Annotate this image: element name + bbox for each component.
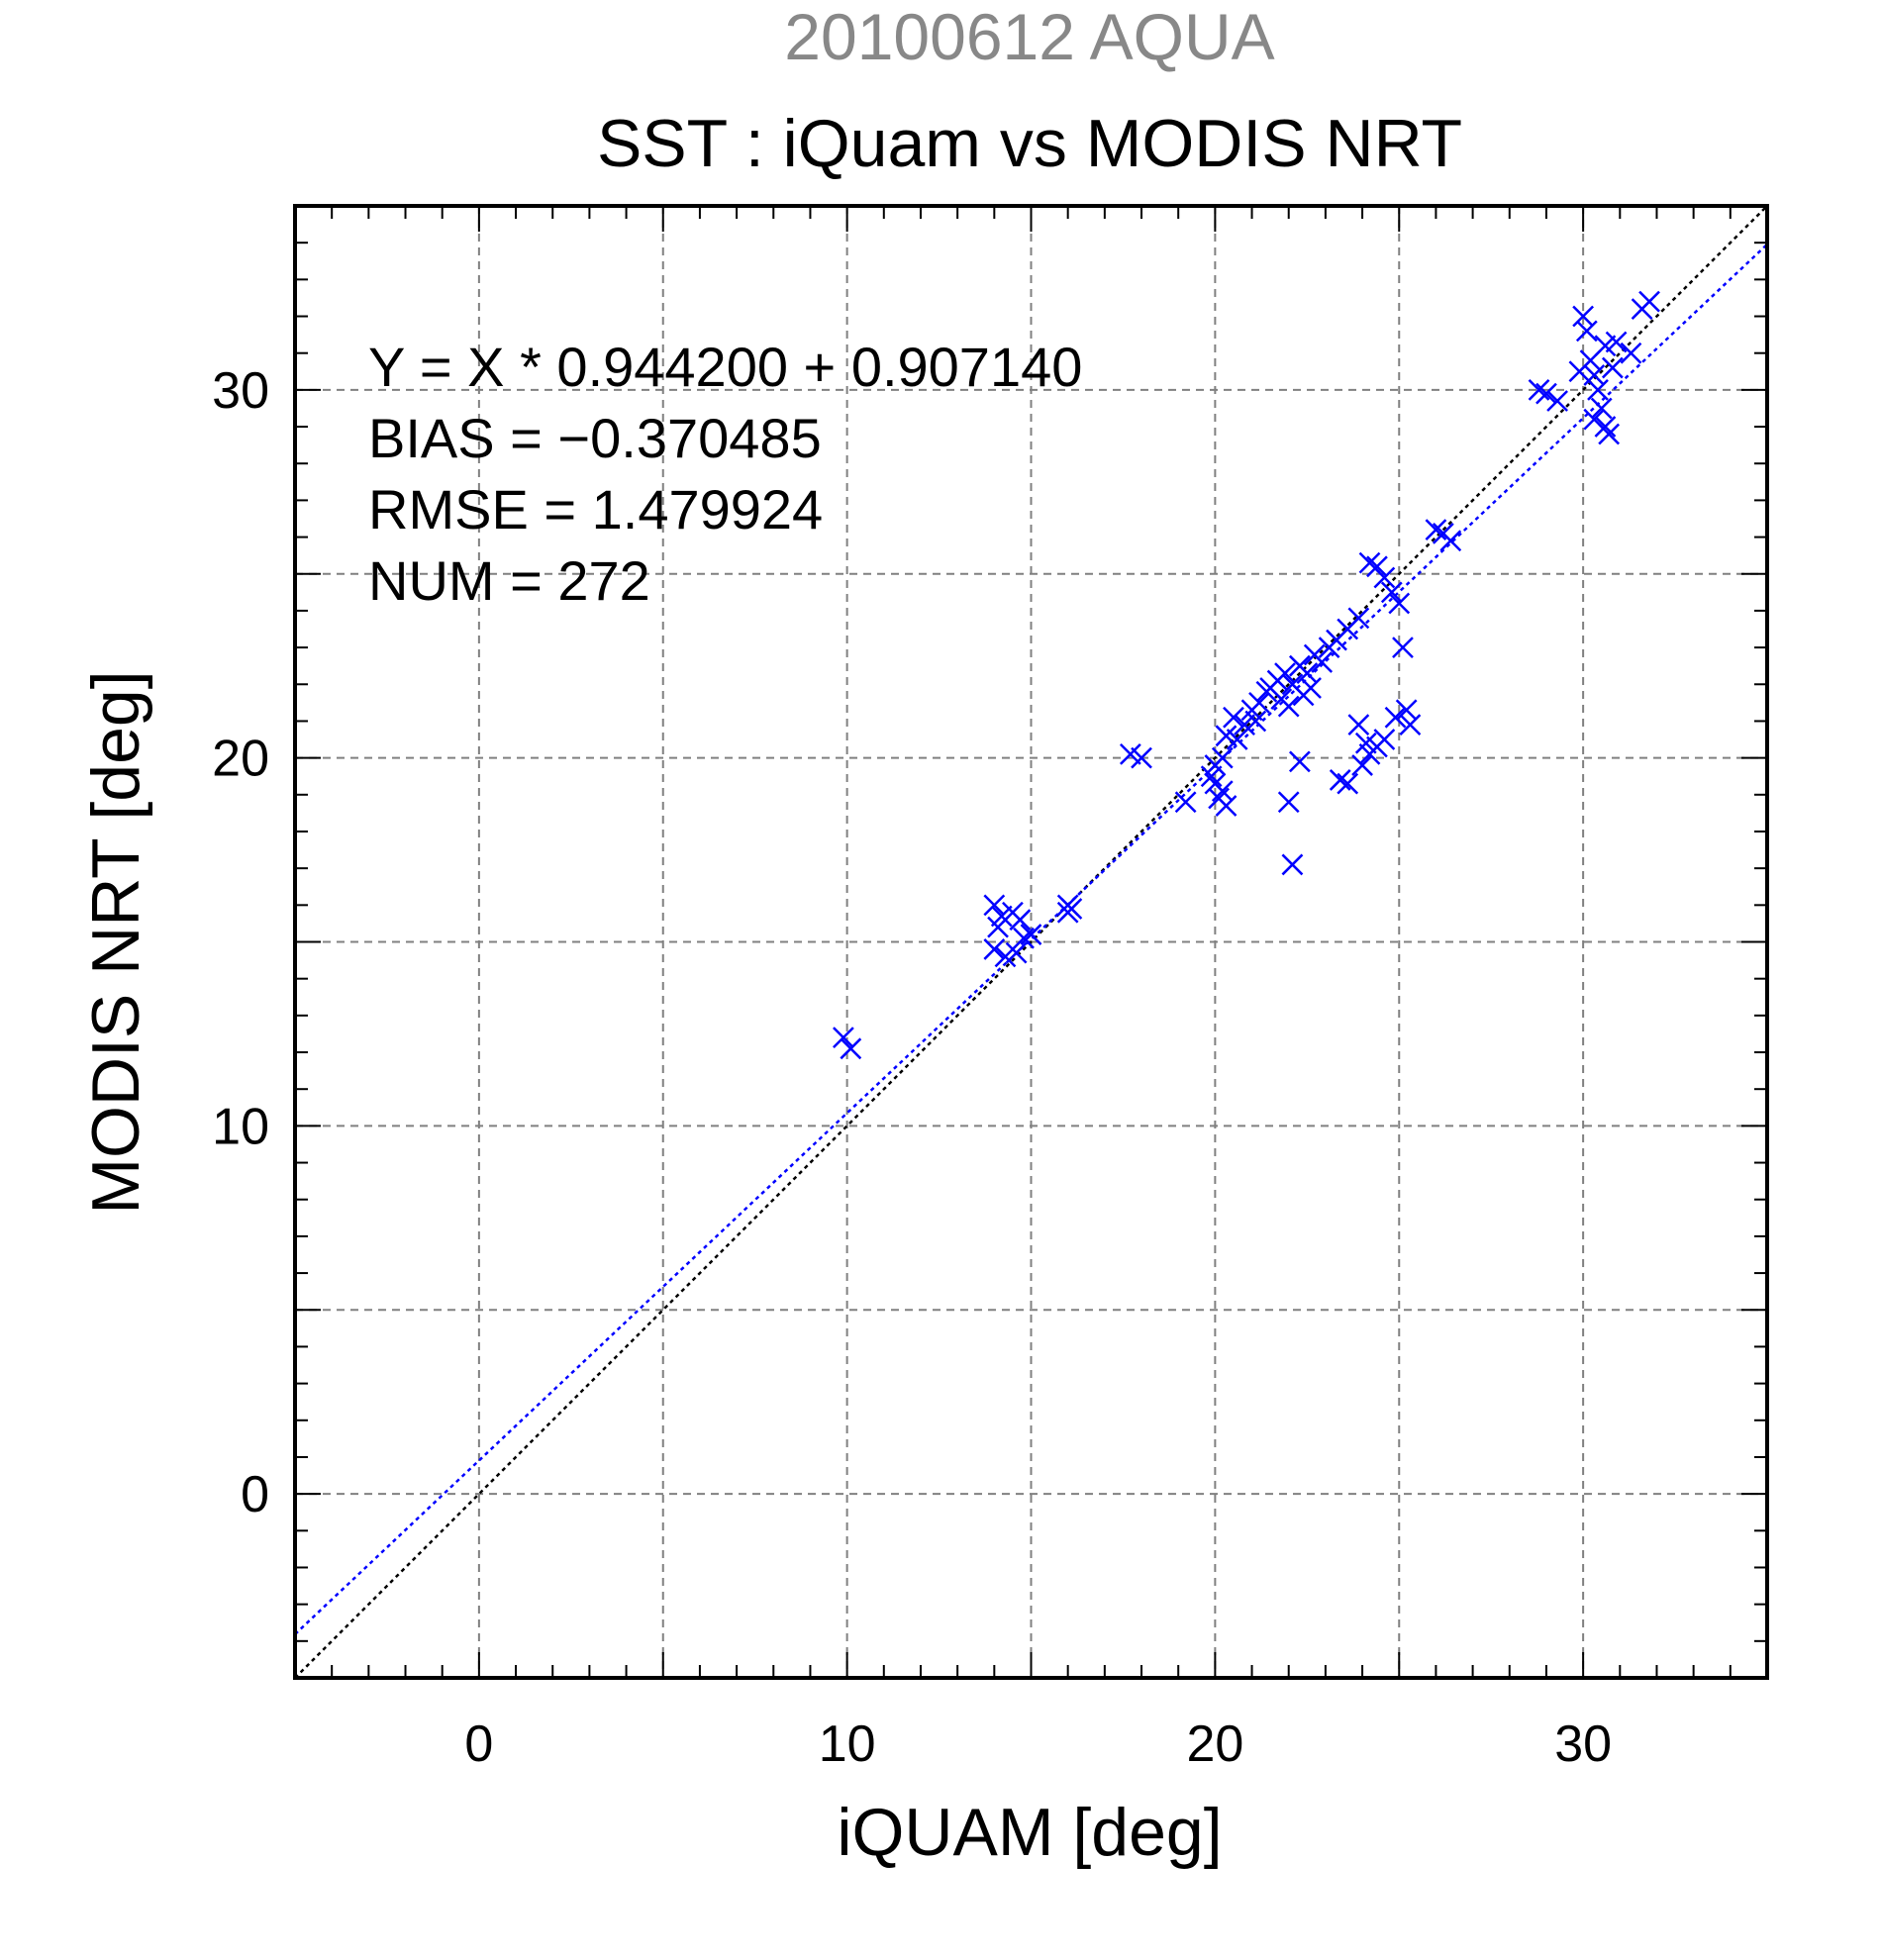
x-tick-label: 0 (464, 1715, 493, 1773)
data-point-marker (833, 1027, 854, 1049)
data-point-marker (1583, 364, 1606, 386)
data-point-marker (1605, 331, 1628, 353)
data-point-marker (1056, 901, 1079, 924)
regression-line (295, 243, 1767, 1635)
chart-title: SST : iQuam vs MODIS NRT (597, 106, 1462, 181)
data-point-marker (1373, 729, 1396, 750)
data-point-marker (983, 938, 1006, 960)
data-point-marker (1277, 791, 1300, 814)
x-axis-label: iQUAM [deg] (837, 1795, 1222, 1870)
data-points (833, 290, 1660, 1060)
data-point-marker (1248, 691, 1270, 714)
data-point-marker (983, 894, 1006, 917)
x-tick-label: 10 (819, 1715, 876, 1773)
data-point-marker (1590, 397, 1613, 420)
data-point-marker (1223, 706, 1244, 729)
reference-lines (295, 206, 1767, 1678)
data-point-marker (1572, 305, 1595, 328)
axis-ticks (295, 206, 1767, 1678)
data-point-marker (1211, 780, 1234, 802)
data-point-marker (1347, 714, 1370, 736)
data-point-marker (1535, 382, 1557, 405)
data-point-marker (1244, 710, 1267, 733)
stats-line: RMSE = 1.479924 (368, 478, 823, 540)
data-point-marker (840, 1037, 862, 1060)
data-point-marker (1439, 530, 1462, 552)
data-point-marker (1587, 378, 1609, 401)
stats-line: Y = X * 0.944200 + 0.907140 (368, 336, 1082, 398)
data-point-marker (1131, 746, 1152, 769)
data-point-marker (1620, 342, 1642, 364)
tick-labels: 0 10 20 30 0 10 20 30 (212, 362, 1612, 1773)
data-point-marker (1300, 677, 1322, 699)
data-point-marker (1226, 729, 1248, 750)
data-point-marker (1311, 651, 1334, 673)
data-point-marker (1638, 290, 1660, 313)
data-point-marker (1288, 750, 1311, 773)
data-point-marker (1274, 662, 1296, 685)
one-to-one-line (295, 206, 1767, 1678)
data-point-marker (1329, 769, 1351, 791)
data-point-marker (1281, 853, 1304, 876)
x-tick-label: 30 (1554, 1715, 1612, 1773)
data-point-marker (1211, 746, 1234, 769)
stats-annotation: Y = X * 0.944200 + 0.907140 BIAS = −0.370… (368, 336, 1082, 612)
data-point-marker (1384, 706, 1407, 729)
y-tick-label: 10 (212, 1098, 269, 1155)
data-point-marker (1009, 909, 1032, 931)
data-point-marker (1380, 581, 1403, 604)
data-point-marker (1296, 662, 1319, 685)
data-point-marker (1215, 795, 1238, 817)
data-point-marker (1598, 423, 1621, 445)
data-point-marker (1601, 356, 1624, 379)
x-tick-label: 20 (1186, 1715, 1243, 1773)
stats-line: BIAS = −0.370485 (368, 407, 822, 469)
data-point-marker (1005, 941, 1028, 964)
data-point-marker (1528, 378, 1550, 401)
y-axis-label: MODIS NRT [deg] (78, 670, 153, 1214)
data-point-marker (1392, 637, 1414, 658)
data-point-marker (1575, 320, 1598, 343)
data-point-marker (1174, 791, 1197, 814)
y-tick-label: 0 (241, 1466, 269, 1523)
chart-suptitle: 20100612 AQUA (784, 0, 1274, 73)
data-point-marker (1594, 416, 1617, 438)
data-point-marker (1395, 699, 1418, 722)
data-point-marker (1373, 566, 1396, 589)
data-point-marker (1366, 555, 1388, 578)
data-point-marker (1546, 390, 1568, 412)
data-point-marker (1020, 924, 1042, 945)
data-point-marker (1354, 732, 1377, 754)
data-point-marker (1013, 927, 1035, 949)
stats-line: NUM = 272 (368, 549, 650, 612)
y-tick-label: 20 (212, 731, 269, 788)
data-point-marker (1277, 695, 1300, 718)
data-point-marker (1347, 607, 1370, 630)
data-point-marker (1336, 772, 1359, 795)
y-tick-label: 30 (212, 362, 269, 420)
data-point-marker (1388, 592, 1411, 615)
data-point-marker (1399, 714, 1422, 736)
data-point-marker (1351, 754, 1373, 776)
plot-frame (293, 204, 1769, 1680)
data-point-marker (1425, 519, 1447, 541)
